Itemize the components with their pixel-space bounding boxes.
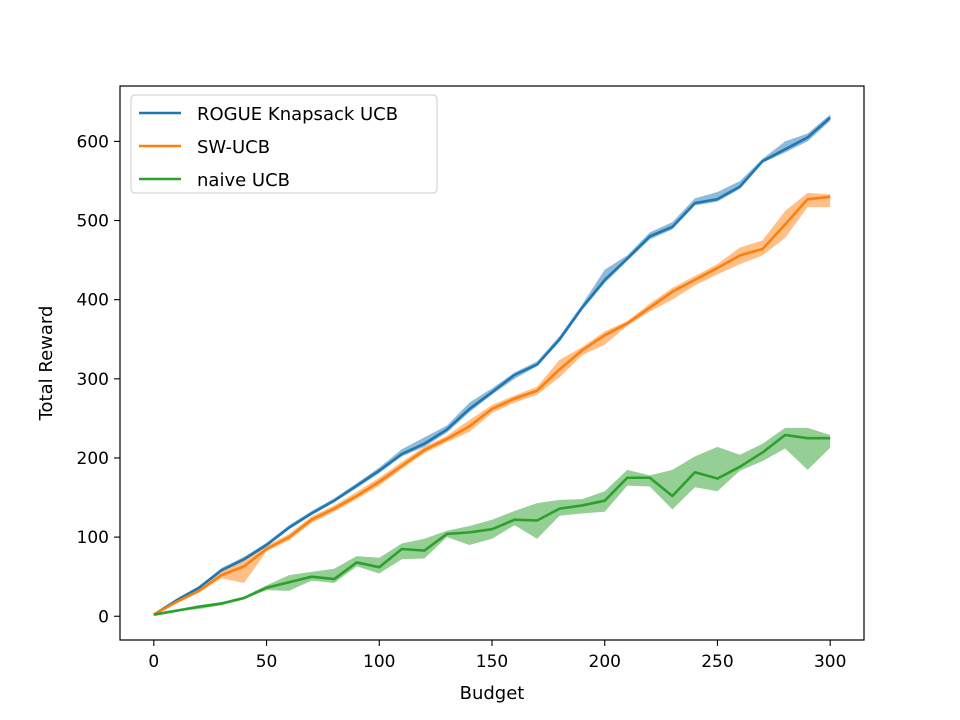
x-axis-ticks: 0 50 100 150 200 250 300 bbox=[148, 640, 846, 672]
x-tick-label: 50 bbox=[256, 652, 278, 672]
series-line-rogue-knapsack-ucb bbox=[153, 116, 832, 616]
x-tick-label: 200 bbox=[589, 652, 621, 672]
series-line-naive-ucb bbox=[153, 433, 831, 616]
y-tick-label: 200 bbox=[77, 449, 109, 469]
x-tick-label: 250 bbox=[701, 652, 733, 672]
legend-box bbox=[130, 94, 438, 194]
y-tick-label: 100 bbox=[77, 528, 109, 548]
x-tick-label: 150 bbox=[476, 652, 508, 672]
y-axis-ticks: 0 100 200 300 400 500 600 bbox=[77, 132, 120, 627]
series-line-sw-ucb bbox=[153, 195, 831, 616]
y-tick-label: 0 bbox=[98, 607, 109, 627]
legend-label: naive UCB bbox=[197, 170, 290, 191]
x-axis-label: Budget bbox=[460, 683, 525, 704]
legend-label: SW-UCB bbox=[197, 137, 270, 158]
series-lines bbox=[153, 116, 832, 616]
y-tick-label: 400 bbox=[77, 291, 109, 311]
y-tick-label: 600 bbox=[77, 132, 109, 152]
band-naive-ucb bbox=[153, 427, 831, 615]
legend: ROGUE Knapsack UCB SW-UCB naive UCB bbox=[130, 94, 438, 194]
y-axis-label: Total Reward bbox=[36, 306, 57, 422]
y-tick-label: 500 bbox=[77, 212, 109, 232]
x-tick-label: 300 bbox=[814, 652, 846, 672]
x-tick-label: 100 bbox=[363, 652, 395, 672]
x-tick-label: 0 bbox=[148, 652, 159, 672]
y-tick-label: 300 bbox=[77, 370, 109, 390]
legend-label: ROGUE Knapsack UCB bbox=[197, 104, 398, 125]
